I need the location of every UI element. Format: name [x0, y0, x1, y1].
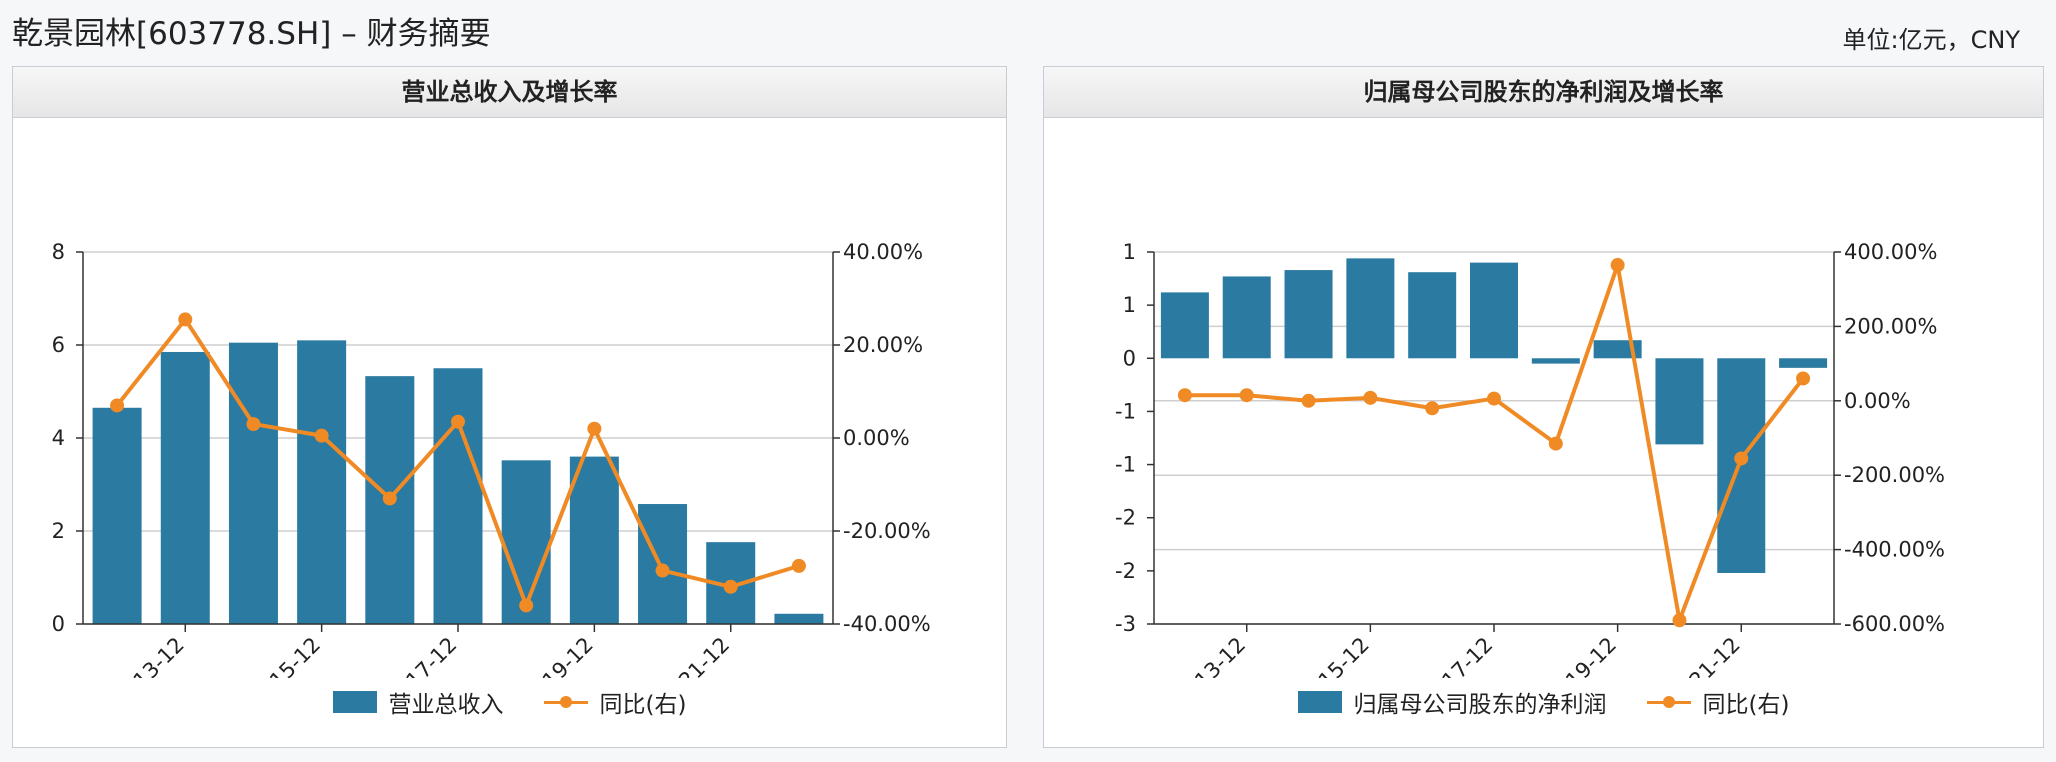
yoy-point: [1425, 401, 1440, 416]
yoy-point: [382, 491, 397, 506]
bar: [1222, 276, 1271, 359]
y-left-tick-label: -1: [1115, 453, 1136, 477]
yoy-point: [1610, 258, 1625, 273]
y-right-tick-label: -400.00%: [1844, 538, 1945, 562]
yoy-point: [1548, 436, 1563, 451]
y-left-tick-label: 4: [52, 426, 65, 450]
yoy-point: [314, 428, 329, 443]
x-tick-label: 2017-12: [1419, 633, 1498, 678]
legend-label: 营业总收入: [388, 692, 504, 718]
y-right-tick-label: -20.00%: [843, 519, 931, 543]
revenue-chart-panel: 营业总收入及增长率 0 2 4 6 8 -40.00% -20.00% 0.00% 20.00%…: [12, 66, 1007, 748]
yoy-point: [1363, 390, 1378, 405]
y-left-tick-label: 1: [1123, 293, 1136, 317]
yoy-point: [1796, 371, 1811, 386]
y-right-tick-label: -40.00%: [843, 612, 931, 636]
legend-label: 归属母公司股东的净利润: [1353, 692, 1607, 718]
legend-item-yoy[interactable]: 同比(右): [1646, 685, 1790, 719]
yoy-point: [791, 558, 806, 573]
y-left-tick-label: 2: [52, 519, 65, 543]
y-right-tick-label: -600.00%: [1844, 612, 1945, 636]
legend-item-net-profit[interactable]: 归属母公司股东的净利润: [1297, 685, 1607, 719]
y-left-tick-label: 0: [52, 612, 65, 636]
bar: [1408, 272, 1457, 359]
y-left-tick-label: 0: [1123, 346, 1136, 370]
x-tick-label: 2021-12: [655, 633, 734, 678]
x-tick-label: 2013-12: [1171, 633, 1250, 678]
yoy-point: [655, 563, 670, 578]
legend-item-yoy[interactable]: 同比(右): [543, 685, 687, 719]
yoy-point: [451, 414, 465, 429]
bar: [569, 456, 619, 624]
bar: [1779, 358, 1828, 368]
yoy-point: [1487, 391, 1501, 406]
bar: [1717, 358, 1766, 573]
net-profit-chart-title: 归属母公司股东的净利润及增长率: [1044, 67, 2043, 118]
bar: [1160, 292, 1209, 359]
y-right-tick-label: -200.00%: [1844, 463, 1945, 487]
x-tick-label: 2015-12: [1295, 633, 1374, 678]
y-left-tick-label: 8: [52, 240, 65, 264]
legend-label: 同比(右): [1702, 692, 1790, 718]
yoy-point: [723, 579, 738, 594]
x-tick-label: 2021-12: [1666, 633, 1745, 678]
revenue-chart: 0 2 4 6 8 -40.00% -20.00% 0.00% 20.00% 40.00% 2013…: [52, 240, 931, 678]
bar: [774, 613, 824, 624]
y-left-tick-label: -2: [1115, 559, 1136, 583]
y-right-tick-label: 0.00%: [1844, 389, 1911, 413]
bar: [1531, 358, 1580, 364]
bar: [228, 342, 278, 624]
y-left-tick-label: -1: [1115, 399, 1136, 423]
legend-swatch-line: [543, 691, 588, 713]
net-profit-chart-panel: 归属母公司股东的净利润及增长率 -3 -2 -2 -1 -1 0 1 1 -600.00% -40…: [1043, 66, 2044, 748]
revenue-chart-legend: 营业总收入 同比(右): [13, 685, 1006, 719]
x-tick-label: 2019-12: [519, 633, 598, 678]
net-profit-chart-legend: 归属母公司股东的净利润 同比(右): [1044, 685, 2043, 719]
y-left-tick-label: 1: [1123, 240, 1136, 264]
bar: [297, 340, 347, 624]
x-tick-label: 2015-12: [246, 633, 325, 678]
y-left-tick-label: -2: [1115, 506, 1136, 530]
yoy-point: [587, 421, 602, 436]
bar: [160, 351, 210, 624]
yoy-point: [1301, 393, 1316, 408]
legend-swatch-bar: [332, 691, 377, 713]
yoy-point: [110, 398, 125, 413]
yoy-point: [1672, 613, 1687, 628]
yoy-point: [1177, 388, 1192, 403]
legend-swatch-line: [1646, 691, 1691, 713]
bar: [1346, 258, 1395, 359]
legend-label: 同比(右): [599, 692, 687, 718]
y-right-tick-label: 20.00%: [843, 333, 923, 357]
yoy-point: [519, 598, 534, 613]
y-right-tick-label: 200.00%: [1844, 314, 1937, 338]
y-right-tick-label: 40.00%: [843, 240, 923, 264]
bar: [1655, 358, 1704, 445]
y-left-tick-label: -3: [1115, 612, 1136, 636]
x-tick-label: 2017-12: [383, 633, 462, 678]
bar: [92, 407, 142, 624]
net-profit-chart: -3 -2 -2 -1 -1 0 1 1 -600.00% -400.00% -200.00% 0.0…: [1115, 240, 1945, 678]
yoy-point: [178, 312, 193, 327]
x-tick-label: 2019-12: [1542, 633, 1621, 678]
yoy-point: [1239, 388, 1254, 403]
bar: [1470, 262, 1518, 359]
page-title: 乾景园林[603778.SH] – 财务摘要: [12, 16, 491, 52]
legend-item-revenue[interactable]: 营业总收入: [332, 685, 504, 719]
bar: [433, 368, 483, 624]
revenue-chart-title: 营业总收入及增长率: [13, 67, 1006, 118]
x-tick-label: 2013-12: [110, 633, 189, 678]
y-left-tick-label: 6: [52, 333, 65, 357]
bar: [501, 460, 551, 624]
y-right-tick-label: 0.00%: [843, 426, 910, 450]
bar: [1284, 270, 1333, 359]
y-right-tick-label: 400.00%: [1844, 240, 1937, 264]
unit-label: 单位:亿元，CNY: [1842, 26, 2020, 54]
yoy-point: [246, 417, 261, 432]
yoy-point: [1734, 451, 1749, 466]
legend-swatch-bar: [1297, 691, 1342, 713]
